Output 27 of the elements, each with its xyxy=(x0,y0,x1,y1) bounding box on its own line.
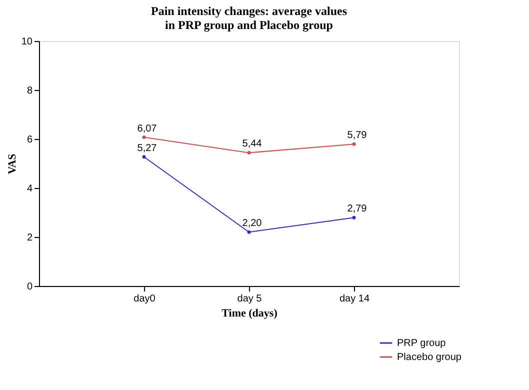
y-tick-label: 4 xyxy=(26,184,33,194)
y-tick-label: 10 xyxy=(21,36,33,48)
y-tick-label: 6 xyxy=(26,134,33,146)
point xyxy=(247,150,251,154)
data-label: 5,79 xyxy=(347,130,368,142)
legend-label: Placebo group xyxy=(397,352,462,363)
point xyxy=(142,155,146,159)
point xyxy=(352,142,356,146)
x-tick-label: day 5 xyxy=(237,294,262,304)
text: Pain intensity changes: average values xyxy=(151,4,347,18)
point xyxy=(352,216,356,220)
data-label: 5,27 xyxy=(137,142,158,154)
y-tick-label: 8 xyxy=(26,86,33,96)
x-axis-title: Time (days) xyxy=(222,308,278,320)
point xyxy=(247,230,251,234)
x-tick-label: day0 xyxy=(134,294,156,304)
x-tick-label: day 14 xyxy=(339,294,370,304)
text: in PRP group and Placebo group xyxy=(165,18,333,32)
y-axis-title: VAS xyxy=(6,154,18,174)
legend-label: PRP group xyxy=(397,338,446,349)
data-label: 2,20 xyxy=(242,218,262,230)
y-tick-label: 2 xyxy=(26,232,33,244)
data-label: 6,07 xyxy=(137,123,158,134)
data-label: 2,79 xyxy=(347,204,368,215)
y-tick-label: 0 xyxy=(26,282,33,292)
data-label: 5,44 xyxy=(242,138,262,150)
point xyxy=(142,136,146,140)
